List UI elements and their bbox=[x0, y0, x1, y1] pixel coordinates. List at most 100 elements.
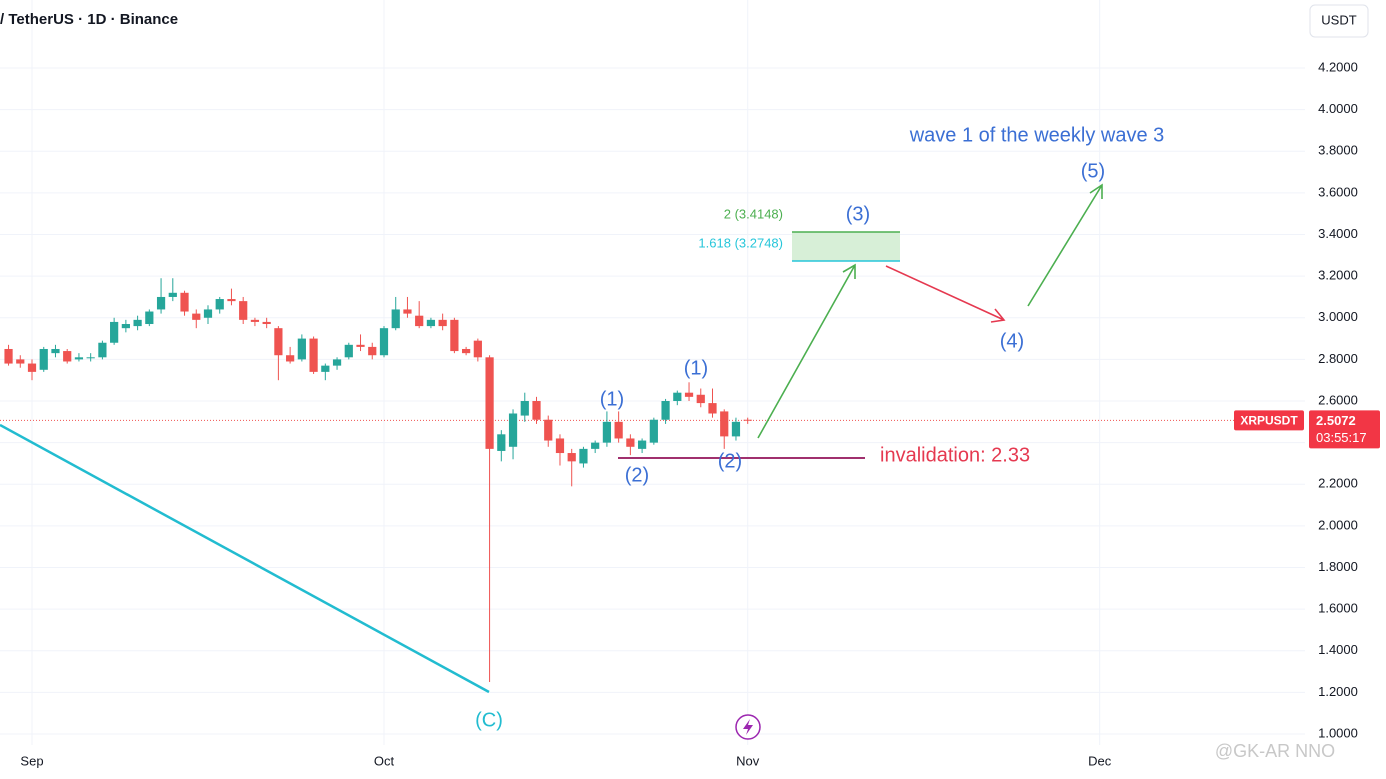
candle-body bbox=[27, 363, 37, 372]
candle-body bbox=[696, 394, 705, 404]
candle-body bbox=[332, 359, 342, 366]
candle-body bbox=[532, 401, 541, 420]
trend-line bbox=[0, 423, 490, 694]
fib-label: 1.618 (3.2748) bbox=[698, 235, 783, 250]
watermark: @GK-AR NNO bbox=[1215, 741, 1335, 761]
symbol-tag bbox=[1234, 410, 1304, 431]
candle-body bbox=[4, 348, 13, 364]
candle-body bbox=[579, 448, 588, 464]
candle-body bbox=[391, 309, 400, 329]
candle-body bbox=[567, 453, 576, 462]
candle-body bbox=[180, 292, 189, 312]
candle-body bbox=[110, 321, 119, 343]
candle-body bbox=[626, 438, 635, 447]
x-tick-label: Oct bbox=[374, 753, 395, 768]
candle-body bbox=[51, 348, 60, 354]
candle-body bbox=[121, 324, 130, 329]
candle-body bbox=[708, 403, 717, 414]
wave-label: (C) bbox=[475, 709, 503, 731]
candle-body bbox=[403, 309, 412, 314]
price-tag-label: 2.5072 bbox=[1316, 413, 1356, 428]
candle-body bbox=[485, 357, 494, 449]
candle-body bbox=[450, 319, 459, 352]
y-tick-label: 2.6000 bbox=[1318, 392, 1358, 407]
candle-body bbox=[63, 351, 72, 362]
currency-box[interactable] bbox=[1309, 4, 1369, 38]
wave-label: (4) bbox=[1000, 330, 1024, 352]
candle-body bbox=[203, 309, 213, 318]
candle-body bbox=[274, 328, 283, 356]
y-tick-label: 2.0000 bbox=[1318, 517, 1358, 532]
candle-body bbox=[720, 411, 729, 437]
candle-body bbox=[344, 344, 353, 358]
candle-body bbox=[309, 338, 318, 372]
y-tick-label: 1.6000 bbox=[1318, 601, 1358, 616]
candle-body bbox=[168, 292, 177, 297]
candle-body bbox=[262, 321, 271, 325]
y-tick-label: 3.0000 bbox=[1318, 309, 1358, 324]
wave-label: (3) bbox=[846, 203, 870, 225]
axes: 1.0000 1.2000 1.4000 1.6000 1.8000 2.0000 2.20… bbox=[20, 59, 1380, 768]
headline: wave 1 of the weekly wave 3 bbox=[909, 124, 1165, 146]
candle-body bbox=[462, 348, 471, 354]
wave-label: (1) bbox=[684, 357, 708, 379]
y-tick-label: 1.4000 bbox=[1318, 642, 1358, 657]
candle-body bbox=[321, 365, 330, 372]
y-tick-label: 2.8000 bbox=[1318, 351, 1358, 366]
y-tick-label: 4.0000 bbox=[1318, 101, 1358, 116]
candle-body bbox=[473, 340, 482, 358]
candle-body bbox=[215, 299, 224, 310]
candle-body bbox=[250, 319, 260, 322]
candle-body bbox=[297, 338, 306, 360]
candle-body bbox=[508, 413, 518, 447]
y-tick-label: 3.4000 bbox=[1318, 226, 1358, 241]
y-tick-label: 2.2000 bbox=[1318, 476, 1358, 491]
arrow bbox=[885, 265, 1006, 323]
candle-body bbox=[192, 313, 201, 320]
y-tick-label: 1.2000 bbox=[1318, 684, 1358, 699]
y-tick-label: 3.6000 bbox=[1318, 184, 1358, 199]
arrows bbox=[757, 183, 1103, 439]
candle-body bbox=[438, 319, 447, 327]
candle-body bbox=[544, 419, 553, 441]
symbol-tag-label: XRPUSDT bbox=[1240, 413, 1298, 427]
wave-label: (5) bbox=[1081, 160, 1105, 182]
candle-body bbox=[684, 392, 694, 397]
y-tick-label: 3.2000 bbox=[1318, 268, 1358, 283]
candle-body bbox=[16, 359, 25, 364]
candle-body bbox=[415, 315, 424, 327]
symbol-title: / TetherUS · 1D · Binance bbox=[0, 11, 178, 28]
arrow bbox=[1027, 183, 1103, 307]
candle-body bbox=[98, 342, 107, 358]
candle-body bbox=[74, 357, 84, 360]
candle-body bbox=[637, 440, 647, 449]
candle-body bbox=[39, 348, 48, 370]
arrow bbox=[757, 263, 856, 439]
candle-body bbox=[520, 401, 529, 416]
y-tick-label: 1.0000 bbox=[1318, 725, 1358, 740]
price-tag bbox=[1309, 410, 1380, 449]
x-tick-label: Nov bbox=[736, 753, 760, 768]
candle-body bbox=[239, 301, 248, 320]
event-icon[interactable] bbox=[735, 714, 761, 740]
y-tick-label: 3.8000 bbox=[1318, 143, 1358, 158]
countdown: 03:55:17 bbox=[1316, 430, 1367, 445]
candle-body bbox=[731, 421, 741, 437]
wave-label: (2) bbox=[625, 464, 649, 486]
candle-body bbox=[286, 355, 295, 362]
candle-body bbox=[591, 442, 600, 449]
x-tick-label: Sep bbox=[20, 753, 43, 768]
fib-zone bbox=[792, 232, 900, 261]
wave-label: (1) bbox=[600, 388, 624, 410]
candle-body bbox=[156, 296, 166, 310]
wave-label: (2) bbox=[718, 450, 742, 472]
candle-body bbox=[673, 392, 682, 402]
candle-body bbox=[368, 346, 377, 356]
invalidation-label: invalidation: 2.33 bbox=[880, 444, 1030, 466]
currency[interactable]: USDT bbox=[1321, 12, 1356, 27]
grid bbox=[0, 0, 1305, 745]
x-tick-label: Dec bbox=[1088, 753, 1112, 768]
candle-body bbox=[145, 311, 154, 325]
